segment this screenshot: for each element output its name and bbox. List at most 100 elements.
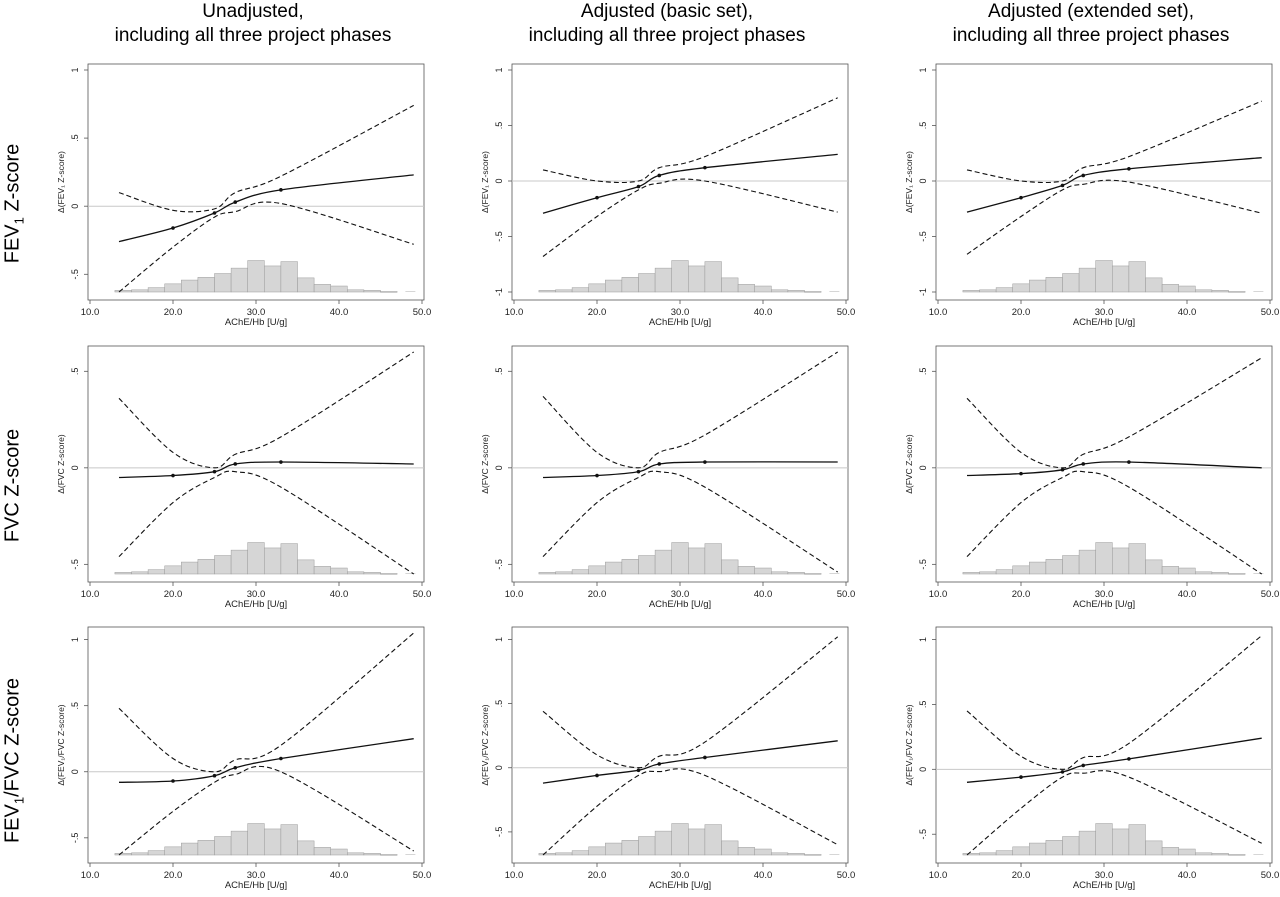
- histogram-bar: [380, 854, 398, 856]
- knot-point: [1081, 462, 1086, 466]
- estimate-line: [118, 738, 414, 783]
- histogram-bar: [405, 573, 416, 574]
- column-title-line2: including all three project phases: [528, 25, 806, 46]
- x-tick-label: 50.0: [1261, 307, 1280, 318]
- histogram-bar: [405, 854, 416, 855]
- y-tick-label: .5: [918, 701, 928, 709]
- estimate-line: [966, 157, 1262, 213]
- column-title-line1: Unadjusted,: [202, 1, 304, 22]
- x-tick-label: 40.0: [1178, 307, 1197, 318]
- lower-ci-line: [966, 770, 1262, 856]
- histogram-bar: [1211, 572, 1229, 575]
- knot-point: [595, 773, 599, 778]
- histogram-bar: [214, 273, 232, 293]
- knot-point: [212, 773, 217, 778]
- chart-panel: -.5 0 .5 10.0 20.0 30.0 40.0 50.0 AChE/Hb [U/g] Δ…: [480, 345, 856, 610]
- histogram-bar: [1128, 261, 1146, 293]
- histogram-bar: [538, 853, 556, 856]
- histogram-bar: [380, 573, 398, 575]
- x-tick-label: 20.0: [164, 870, 183, 881]
- x-tick-label: 10.0: [505, 589, 524, 600]
- upper-ci-line: [966, 635, 1263, 770]
- knot-point: [233, 200, 238, 204]
- x-tick-label: 20.0: [588, 307, 607, 318]
- x-tick-label: 40.0: [330, 307, 349, 318]
- knot-point: [636, 768, 641, 773]
- histogram-bar: [1195, 852, 1213, 856]
- knot-point: [171, 473, 175, 478]
- x-tick-label: 30.0: [247, 870, 266, 881]
- estimate-line: [542, 740, 838, 784]
- y-tick-label: 1: [918, 67, 928, 72]
- upper-ci-line: [966, 100, 1262, 184]
- histogram-bar: [197, 559, 215, 575]
- histogram-bar: [230, 549, 248, 575]
- histogram-bar: [555, 852, 573, 856]
- histogram-bar: [804, 291, 822, 293]
- lower-ci-line: [542, 178, 838, 257]
- y-tick-label: .5: [70, 702, 80, 710]
- histogram-bar: [829, 573, 840, 574]
- histogram-bar: [347, 571, 365, 575]
- upper-ci-line: [542, 351, 838, 469]
- knot-point: [212, 211, 217, 215]
- lower-ci-line: [966, 179, 1262, 255]
- histogram-bar: [330, 848, 348, 856]
- histogram-bar: [363, 853, 381, 856]
- histogram-bar: [654, 549, 672, 575]
- x-axis-title: AChE/Hb [U/g]: [1073, 599, 1135, 610]
- histogram-bar: [962, 572, 980, 575]
- x-tick-label: 50.0: [413, 870, 432, 881]
- histogram-bar: [1128, 824, 1146, 856]
- histogram-bar: [1045, 840, 1063, 856]
- knot-point: [657, 762, 662, 766]
- histogram-bar: [313, 566, 331, 575]
- x-tick-label: 50.0: [837, 589, 856, 600]
- histogram-bar: [979, 571, 997, 575]
- knot-point: [1081, 763, 1086, 768]
- histogram-bar: [1128, 543, 1146, 575]
- x-tick-label: 30.0: [247, 589, 266, 600]
- histogram-bar: [1228, 291, 1246, 293]
- histogram-bar: [1145, 559, 1163, 575]
- histogram-bar: [1178, 285, 1196, 293]
- histogram-bar: [164, 846, 182, 856]
- y-tick-label: 1: [494, 637, 504, 642]
- histogram-bar: [1045, 559, 1063, 575]
- histogram-bar: [147, 287, 165, 293]
- histogram-bar: [1029, 842, 1047, 856]
- histogram-bar: [1029, 279, 1047, 293]
- x-tick-label: 40.0: [754, 870, 773, 881]
- x-tick-label: 20.0: [164, 589, 183, 600]
- y-axis-title: Δ(FEV₁ Z-score): [56, 151, 66, 213]
- histogram-bar: [605, 279, 623, 293]
- y-axis-title: Δ(FEV₁/FVC Z-score): [480, 704, 490, 785]
- histogram-bar: [688, 265, 706, 293]
- y-tick-label: -.5: [494, 827, 504, 838]
- histogram-bar: [671, 260, 689, 293]
- y-tick-label: -.5: [918, 231, 928, 242]
- knot-point: [657, 462, 662, 466]
- histogram-bar: [588, 565, 606, 575]
- histogram-bar: [995, 287, 1013, 293]
- histogram-bar: [280, 824, 298, 856]
- lower-ci-line: [966, 470, 1263, 575]
- histogram-bar: [787, 853, 805, 856]
- chart-panel: -.5 0 .5 10.0 20.0 30.0 40.0 50.0 AChE/Hb [U/g] Δ…: [904, 345, 1279, 610]
- y-tick-label: .5: [494, 700, 504, 708]
- y-tick-label: 0: [918, 178, 928, 183]
- histogram-bar: [1195, 289, 1213, 293]
- histogram-bar: [347, 852, 365, 856]
- knot-point: [657, 173, 662, 178]
- knot-point: [1019, 471, 1023, 476]
- histogram-bar: [230, 830, 248, 856]
- y-tick-label: -.5: [494, 231, 504, 242]
- histogram-bar: [264, 828, 282, 856]
- chart-panel: -.5 0 .5 10.0 20.0 30.0 40.0 50.0 AChE/Hb [U/g] Δ…: [56, 345, 431, 610]
- histogram-bar: [264, 547, 282, 575]
- histogram-bar: [164, 565, 182, 575]
- histogram-bar: [754, 285, 772, 293]
- histogram-bar: [330, 567, 348, 575]
- histogram-bar: [297, 840, 315, 856]
- lower-ci-line: [118, 765, 414, 856]
